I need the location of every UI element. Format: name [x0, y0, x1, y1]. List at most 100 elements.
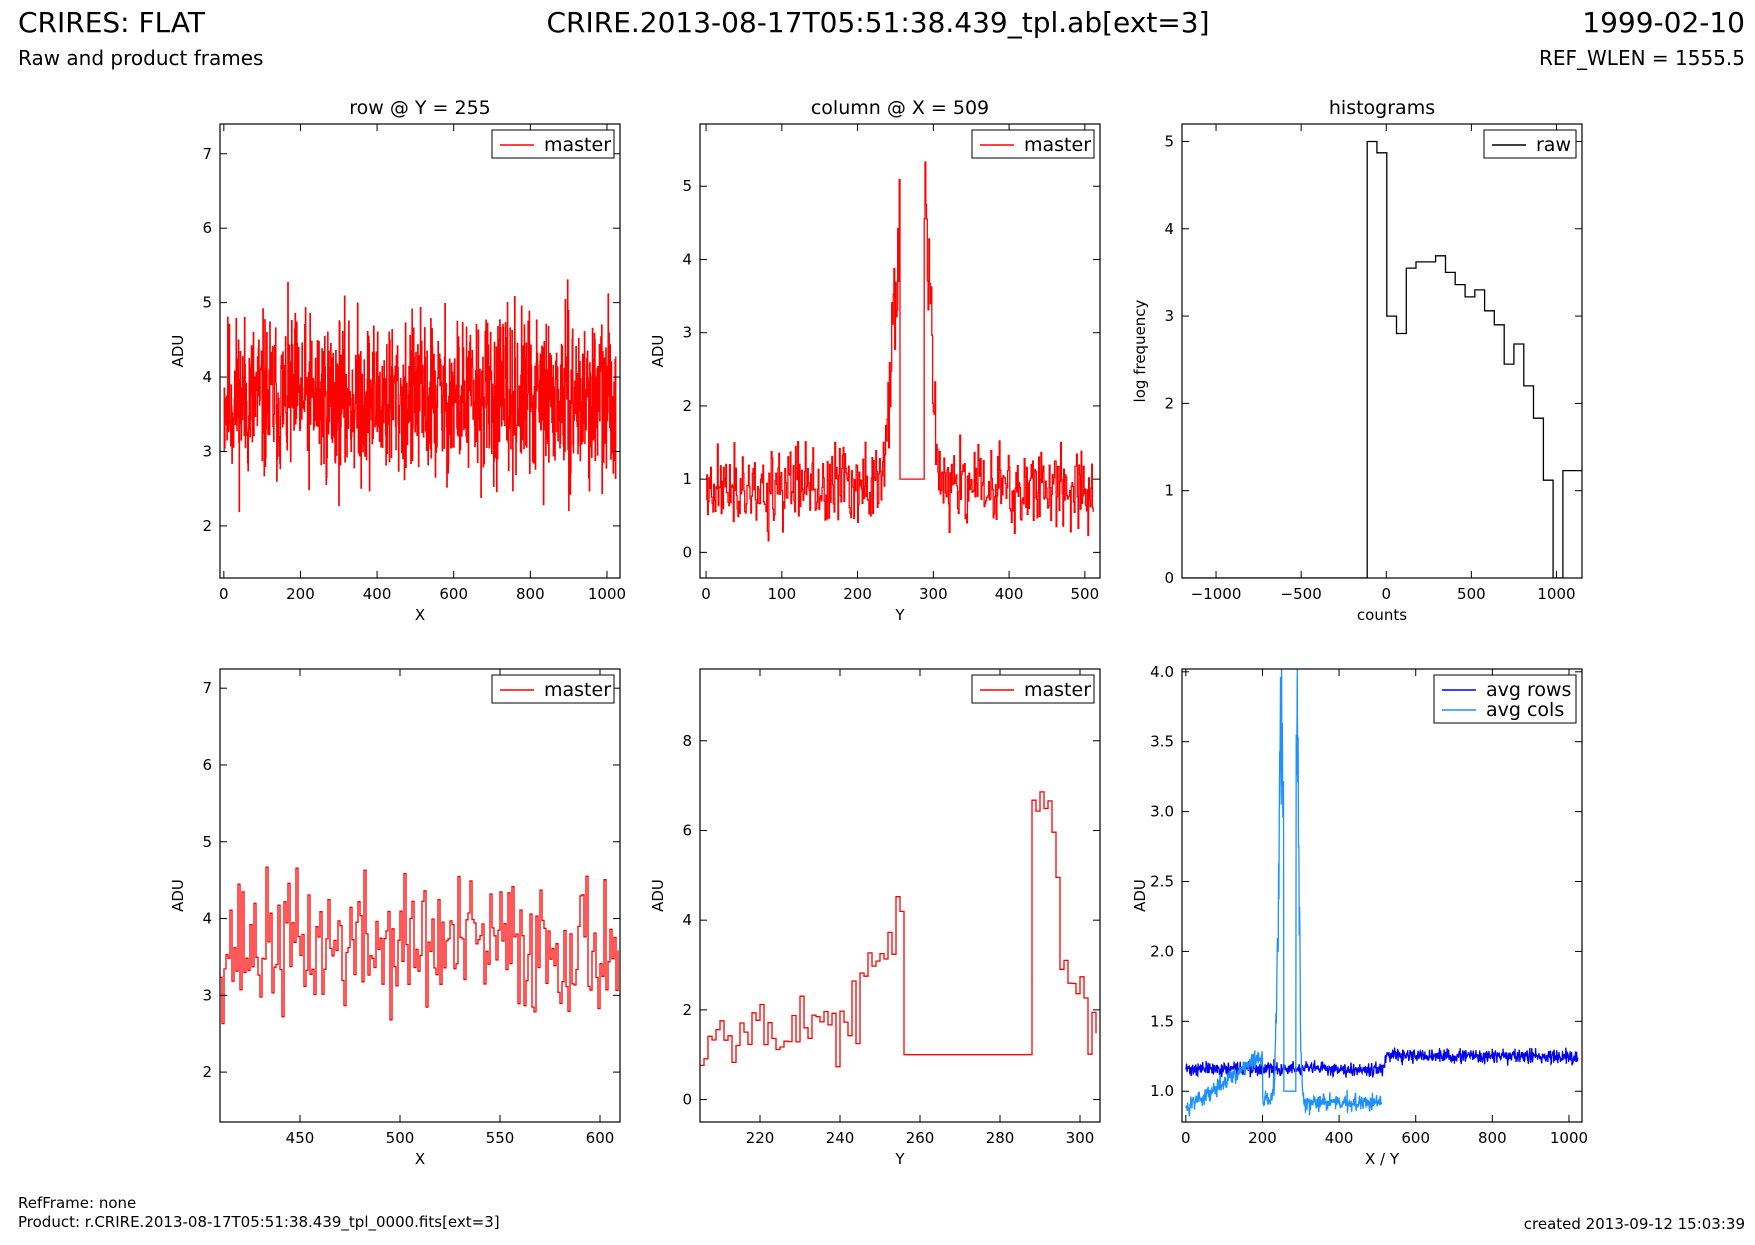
legend-box: [491, 674, 615, 704]
y-tick-label: 6: [682, 821, 692, 839]
x-tick-label: 500: [1071, 585, 1100, 603]
y-tick-label: 4: [202, 910, 212, 928]
legend-box: [971, 674, 1095, 704]
y-tick-label: 2: [202, 517, 212, 535]
legend-label: raw: [1536, 134, 1571, 156]
x-tick-label: 300: [919, 585, 948, 603]
y-tick-label: 5: [202, 294, 212, 312]
y-axis-label: ADU: [169, 879, 187, 912]
series-line-master: [706, 161, 1094, 542]
x-tick-label: 220: [746, 1129, 775, 1147]
legend-label: master: [544, 134, 611, 156]
y-axis-label: ADU: [169, 335, 187, 368]
y-tick-label: 5: [1164, 132, 1174, 150]
x-tick-label: 800: [1478, 1129, 1507, 1147]
page-subtitle: Raw and product frames: [18, 46, 264, 70]
x-tick-label: 0: [1381, 585, 1391, 603]
series-line-master: [700, 791, 1097, 1068]
y-tick-label: 2: [682, 397, 692, 415]
y-tick-label: 4: [682, 250, 692, 268]
y-axis-label: log frequency: [1131, 299, 1149, 402]
chart-histograms: −1000 −500 0 500 1000 0 1 2 3 4 5 histograms counts l…: [1131, 97, 1583, 624]
series-line-master: [220, 866, 619, 1025]
x-axis-label: X: [415, 1150, 425, 1168]
x-tick-label: 400: [1325, 1129, 1354, 1147]
x-tick-label: 300: [1066, 1129, 1095, 1147]
y-tick-label: 4.0: [1150, 663, 1174, 681]
x-axis-label: Y: [894, 606, 905, 624]
x-tick-label: 1000: [1550, 1129, 1588, 1147]
y-tick-label: 2: [202, 1063, 212, 1081]
legend-box: [1433, 674, 1577, 724]
chart-row-zoom: 450 500 550 600 2 3 4 5 6 7 X ADU master: [169, 668, 621, 1168]
y-tick-label: 3: [1164, 307, 1174, 325]
product-label: Product: r.CRIRE.2013-08-17T05:51:38.439…: [18, 1213, 500, 1231]
x-tick-label: 0: [219, 585, 229, 603]
x-tick-label: 800: [516, 585, 545, 603]
legend-label: avg rows: [1486, 679, 1571, 701]
x-tick-label: 600: [1401, 1129, 1430, 1147]
chart-column-full: 0 100 200 300 400 500 0 1 2 3 4 5 column @ X = 509 Y A…: [649, 97, 1101, 624]
ref-wlen-label: REF_WLEN = 1555.5: [1538, 46, 1745, 70]
x-tick-label: 200: [843, 585, 872, 603]
x-tick-label: 600: [439, 585, 468, 603]
y-tick-label: 1.0: [1150, 1082, 1174, 1100]
y-tick-label: 7: [202, 145, 212, 163]
chart-averages: 0 200 400 600 800 1000 1.0 1.5 2.0 2.5 3.0 3.5 4.0 X …: [1131, 663, 1588, 1168]
x-tick-label: −1000: [1191, 585, 1242, 603]
series-line-avg-rows: [1185, 1047, 1579, 1079]
x-tick-label: 500: [1457, 585, 1486, 603]
x-tick-label: 100: [767, 585, 796, 603]
y-tick-label: 5: [682, 177, 692, 195]
y-tick-label: 2.0: [1150, 942, 1174, 960]
chart-title: row @ Y = 255: [349, 97, 491, 119]
y-tick-label: 3.0: [1150, 803, 1174, 821]
x-tick-label: 0: [701, 585, 711, 603]
legend-box: [1483, 129, 1577, 159]
chart-column-zoom: 220 240 260 280 300 0 2 4 6 8 Y ADU master: [649, 668, 1101, 1168]
x-axis-label: counts: [1357, 606, 1407, 624]
y-axis-label: ADU: [649, 879, 667, 912]
x-tick-label: 400: [995, 585, 1024, 603]
y-tick-label: 6: [202, 219, 212, 237]
y-tick-label: 6: [202, 756, 212, 774]
legend-box: [971, 129, 1095, 159]
y-tick-label: 2: [1164, 394, 1174, 412]
page-title: CRIRES: FLAT: [18, 6, 205, 39]
x-tick-label: 280: [986, 1129, 1015, 1147]
date-title: 1999-02-10: [1582, 6, 1745, 39]
x-axis-label: X / Y: [1365, 1150, 1400, 1168]
y-tick-label: 0: [1164, 569, 1174, 587]
axes-frame: [699, 668, 1101, 1123]
y-tick-label: 2: [682, 1001, 692, 1019]
legend-label: avg cols: [1486, 699, 1564, 721]
created-label: created 2013-09-12 15:03:39: [1523, 1215, 1745, 1233]
x-tick-label: 0: [1181, 1129, 1191, 1147]
y-tick-label: 4: [202, 368, 212, 386]
y-tick-label: 3.5: [1150, 733, 1174, 751]
x-tick-label: 550: [486, 1129, 515, 1147]
axes-frame: [1181, 123, 1583, 579]
legend-label: master: [1024, 134, 1091, 156]
series-line-master: [223, 279, 617, 513]
x-tick-label: 1000: [588, 585, 626, 603]
y-tick-label: 4: [682, 911, 692, 929]
y-tick-label: 0: [682, 1091, 692, 1109]
x-tick-label: 240: [826, 1129, 855, 1147]
legend-box: [491, 129, 615, 159]
x-tick-label: 600: [586, 1129, 615, 1147]
y-axis-label: ADU: [1131, 879, 1149, 912]
legend-label: master: [544, 679, 611, 701]
series-line-avg-cols: [1185, 669, 1383, 1117]
y-tick-label: 3: [682, 324, 692, 342]
x-tick-label: 400: [363, 585, 392, 603]
axes-frame: [219, 668, 621, 1123]
axes-frame: [699, 123, 1101, 579]
axes-frame: [1181, 668, 1583, 1123]
file-title: CRIRE.2013-08-17T05:51:38.439_tpl.ab[ext…: [546, 6, 1210, 39]
series-line-raw: [1182, 140, 1582, 578]
y-tick-label: 8: [682, 732, 692, 750]
y-tick-label: 1.5: [1150, 1012, 1174, 1030]
y-tick-label: 7: [202, 679, 212, 697]
